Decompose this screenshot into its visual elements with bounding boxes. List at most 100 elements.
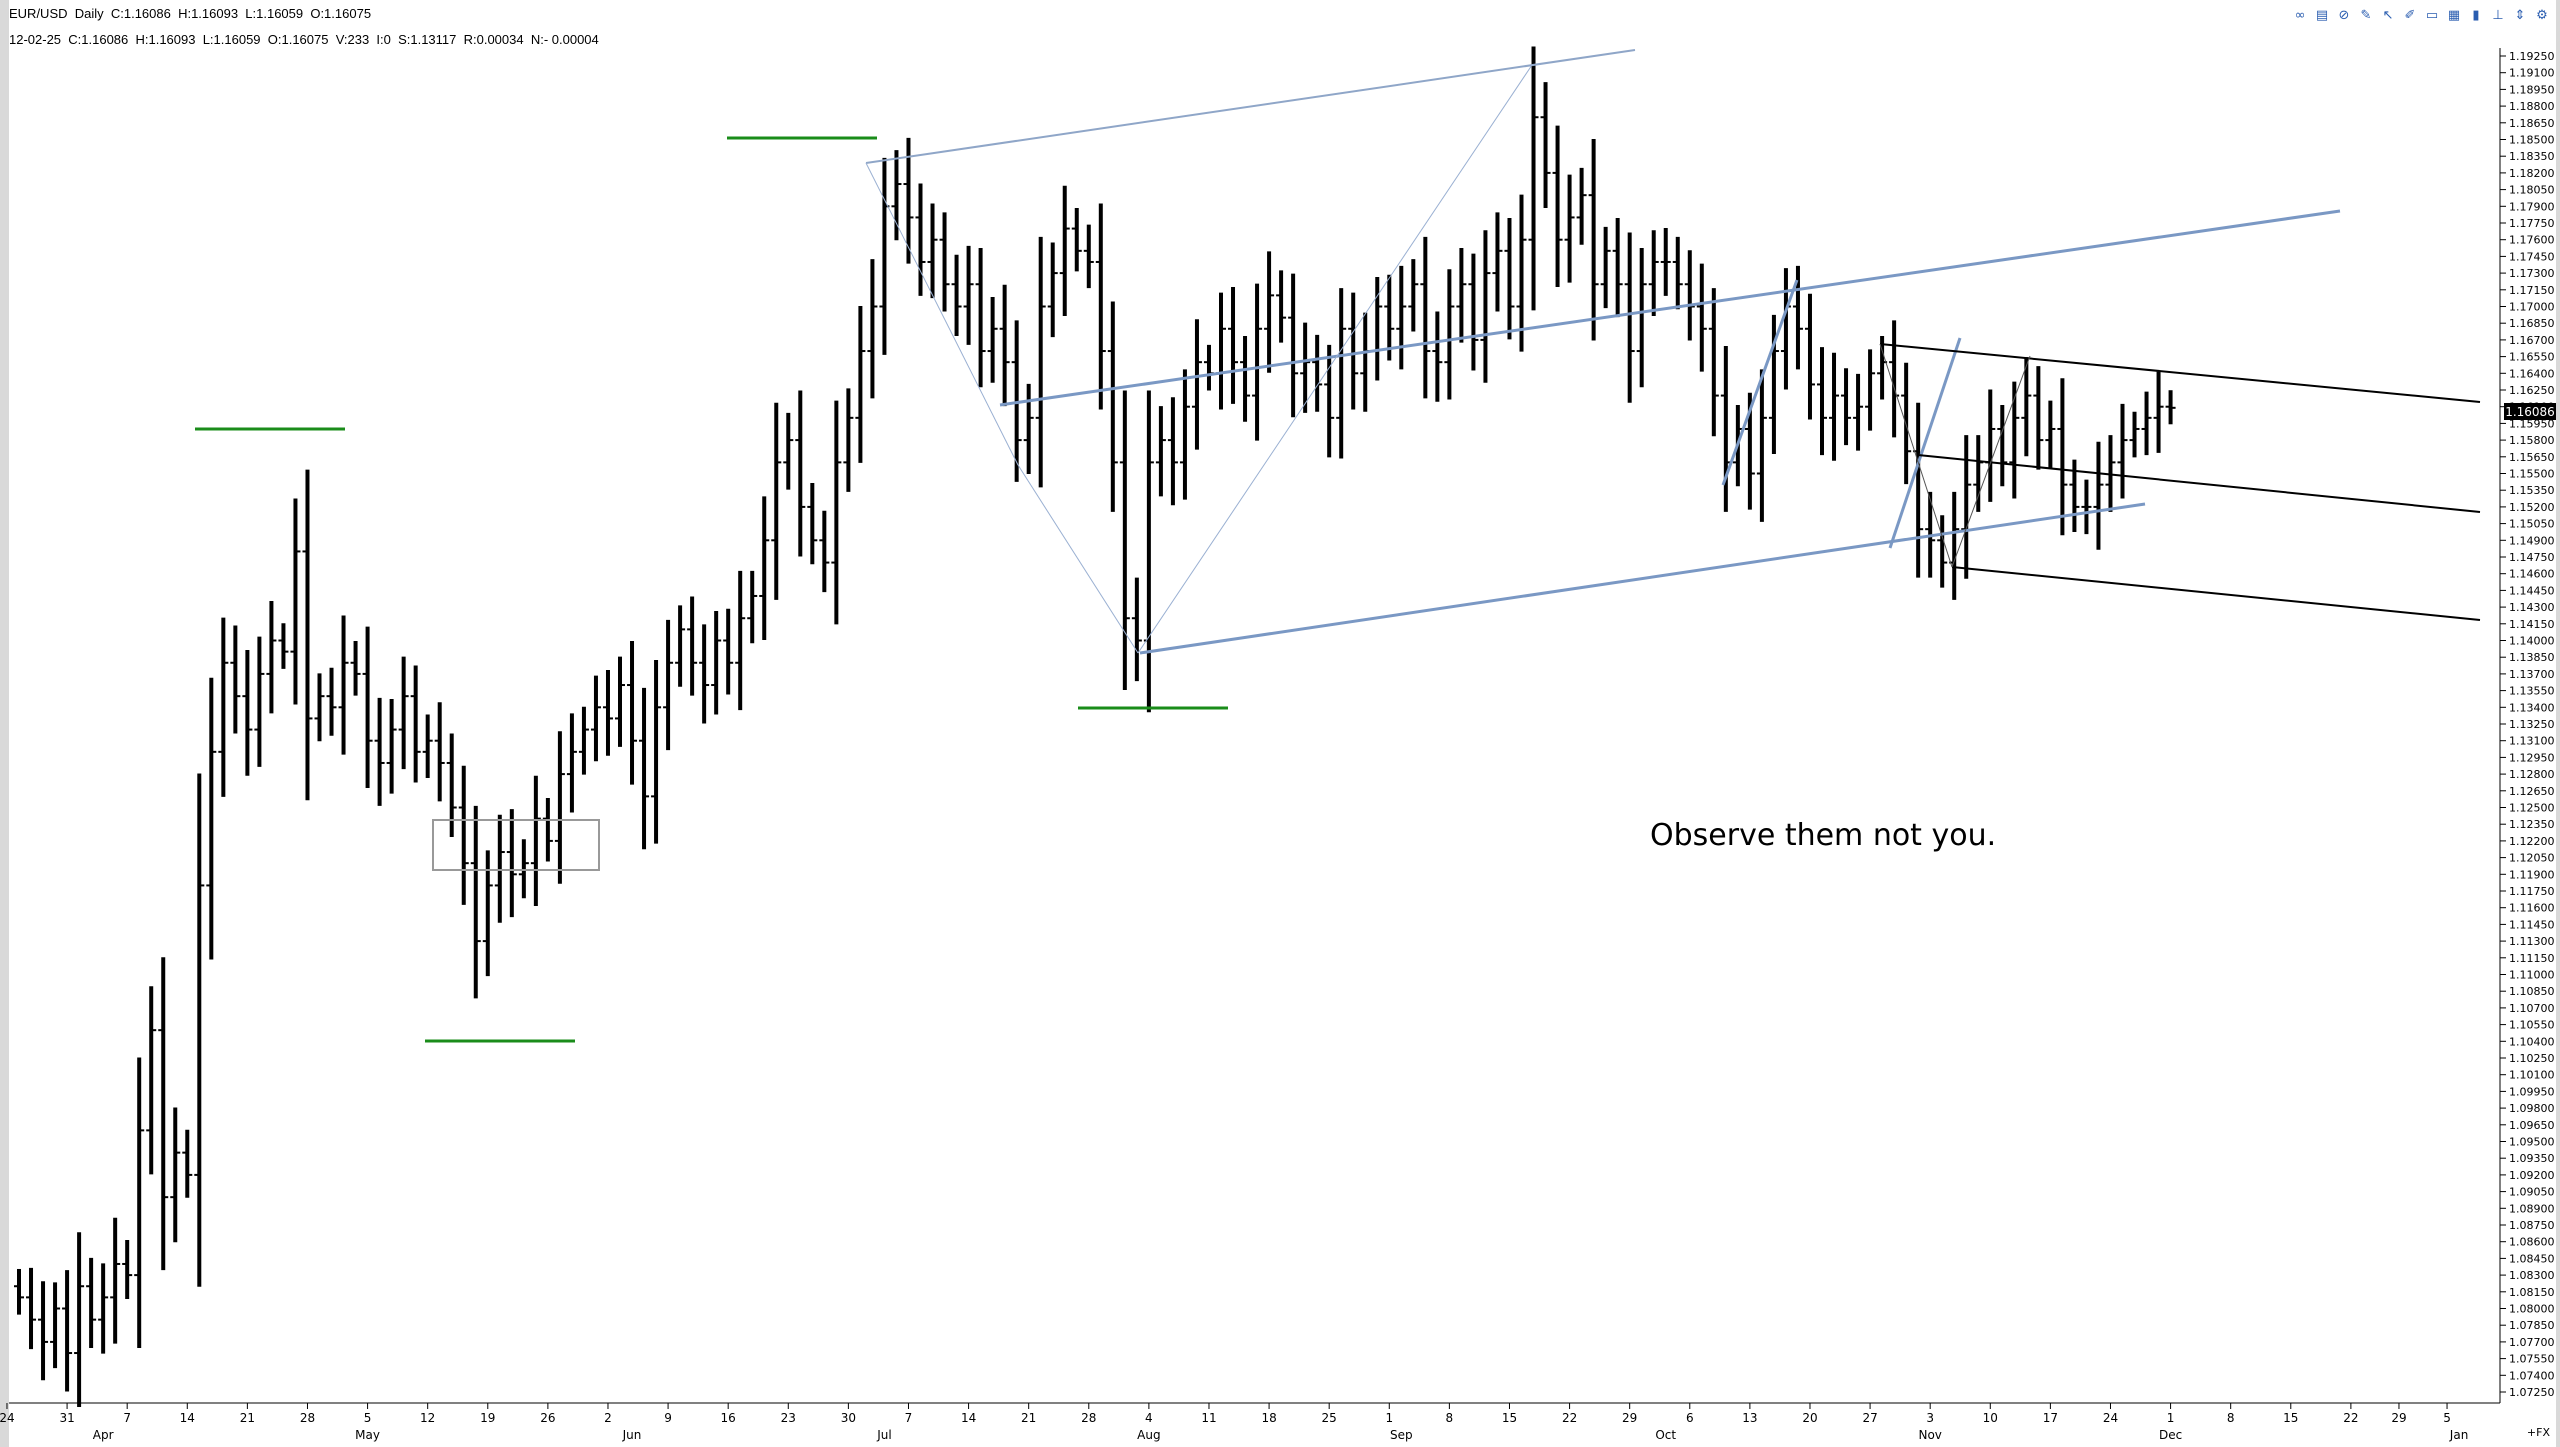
ohlc-bar <box>230 625 241 734</box>
ohlc-bar <box>1684 250 1695 341</box>
time-tick-label: 29 <box>1622 1411 1637 1425</box>
ohlc-bar <box>675 605 686 687</box>
ohlc-bar <box>1288 273 1299 418</box>
ohlc-bar <box>951 254 962 337</box>
ohlc-bar <box>74 1232 85 1408</box>
ohlc-bar <box>747 570 758 644</box>
price-tick-label: 1.14000 <box>2509 635 2555 648</box>
ohlc-bar <box>122 1240 133 1300</box>
ohlc-bar <box>1432 311 1443 402</box>
ohlc-bar <box>891 150 902 241</box>
ohlc-bar <box>602 670 613 756</box>
price-tick-label: 1.07550 <box>2509 1353 2555 1366</box>
time-tick-label: 2 <box>604 1411 612 1425</box>
ohlc-bar <box>2033 366 2044 470</box>
ohlc-bar <box>1600 226 1611 309</box>
last-price-label: 1.16086 <box>2505 405 2555 419</box>
price-tick-label: 1.17150 <box>2509 284 2555 297</box>
ohlc-bar <box>218 617 229 797</box>
pen-icon[interactable]: ✐ <box>2404 8 2416 23</box>
ohlc-bar <box>1792 265 1803 370</box>
price-tick-label: 1.08600 <box>2509 1236 2555 1249</box>
time-tick-label: 3 <box>1926 1411 1934 1425</box>
arrows-icon[interactable]: ⇕ <box>2514 8 2526 23</box>
price-tick-label: 1.07250 <box>2509 1386 2555 1399</box>
time-tick-label: 7 <box>905 1411 913 1425</box>
ohlc-bar <box>1131 577 1142 682</box>
link-icon[interactable]: ∞ <box>2294 8 2306 23</box>
month-label: May <box>355 1428 380 1442</box>
ohlc-bar <box>627 641 638 785</box>
price-tick-label: 1.13250 <box>2509 718 2555 731</box>
black-channel-lower-line <box>1951 566 2481 621</box>
time-tick-label: 6 <box>1686 1411 1694 1425</box>
ohlc-bar <box>975 248 986 388</box>
settings-icon[interactable]: ⚙ <box>2536 8 2548 23</box>
ohlc-bar <box>1228 287 1239 404</box>
time-tick-label: 10 <box>1983 1411 1998 1425</box>
ohlc-bar <box>1059 185 1070 316</box>
time-tick-label: 22 <box>2343 1411 2358 1425</box>
price-tick-label: 1.13550 <box>2509 685 2555 698</box>
time-tick-label: 11 <box>1201 1411 1216 1425</box>
ohlc-bar <box>2165 390 2176 425</box>
price-tick-label: 1.18650 <box>2509 117 2555 130</box>
ohlc-bar <box>278 623 289 669</box>
ohlc-bar <box>1348 292 1359 410</box>
ohlc-bar <box>2093 441 2104 550</box>
annotation-text: Observe them not you. <box>1650 818 1996 853</box>
price-tick-label: 1.09050 <box>2509 1186 2555 1199</box>
time-tick-label: 24 <box>2103 1411 2118 1425</box>
time-tick-label: 18 <box>1261 1411 1276 1425</box>
price-tick-label: 1.14450 <box>2509 584 2555 597</box>
ohlc-bar <box>398 656 409 770</box>
price-tick-label: 1.10250 <box>2509 1052 2555 1065</box>
time-tick-label: 28 <box>1081 1411 1096 1425</box>
ohlc-bar <box>1612 217 1623 318</box>
time-tick-label: 8 <box>1446 1411 1454 1425</box>
price-tick-label: 1.10850 <box>2509 985 2555 998</box>
ohlc-bar <box>1672 236 1683 310</box>
ohlc-bar <box>1324 344 1335 458</box>
grid-icon[interactable]: ▦ <box>2447 8 2461 23</box>
ohlc-bar <box>1516 194 1527 352</box>
ohlc-bar <box>170 1107 181 1243</box>
ohlc-bar <box>639 687 650 850</box>
month-label: Sep <box>1390 1428 1413 1442</box>
price-tick-label: 1.14600 <box>2509 568 2555 581</box>
chart-data-line: 12-02-25 C:1.16086 H:1.16093 L:1.16059 O… <box>9 32 599 47</box>
ohlc-bar <box>1540 82 1551 208</box>
time-tick-label: 14 <box>961 1411 976 1425</box>
time-tick-label: 17 <box>2043 1411 2058 1425</box>
trendline-drawings[interactable] <box>195 49 2481 1043</box>
pivot-connector-line <box>1879 343 1953 568</box>
ohlc-bar <box>1648 230 1659 316</box>
small-pitchfork-line <box>1721 279 1799 486</box>
ohlc-bar <box>1780 268 1791 390</box>
ohlc-bar <box>566 713 577 813</box>
pin-icon[interactable]: ⊥ <box>2492 8 2504 23</box>
ohlc-bars <box>14 46 2176 1408</box>
cursor-icon[interactable]: ↖ <box>2382 8 2394 23</box>
price-tick-label: 1.14900 <box>2509 534 2555 547</box>
price-tick-label: 1.17000 <box>2509 301 2555 314</box>
time-tick-label: 5 <box>364 1411 372 1425</box>
cancel-icon[interactable]: ⊘ <box>2338 8 2350 23</box>
box-icon[interactable]: ▭ <box>2425 8 2439 23</box>
chart-icon[interactable]: ▤ <box>2315 8 2329 23</box>
time-tick-label: 13 <box>1742 1411 1757 1425</box>
price-tick-label: 1.14750 <box>2509 551 2555 564</box>
range-box <box>432 819 600 871</box>
ohlc-bar <box>302 469 313 801</box>
drawing-icon[interactable]: ✎ <box>2360 8 2372 23</box>
ohlc-bar <box>963 245 974 345</box>
time-tick-label: 7 <box>123 1411 131 1425</box>
ohlc-bar <box>1913 402 1924 578</box>
price-tick-label: 1.12050 <box>2509 852 2555 865</box>
ohlc-bar <box>1203 344 1214 391</box>
trash-icon[interactable]: ▮ <box>2472 8 2480 23</box>
ohlc-bar <box>1997 405 2008 487</box>
price-tick-label: 1.13850 <box>2509 651 2555 664</box>
ohlc-bar <box>86 1257 97 1349</box>
